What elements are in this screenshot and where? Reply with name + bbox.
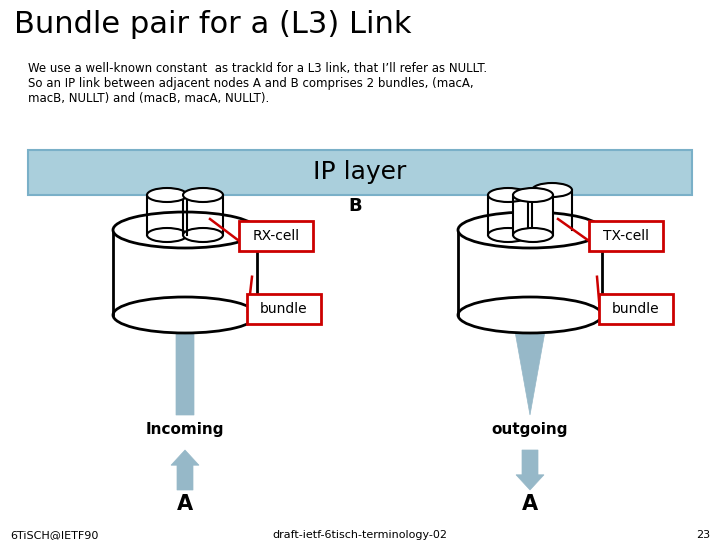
- FancyBboxPatch shape: [239, 221, 313, 251]
- Ellipse shape: [113, 212, 257, 248]
- Polygon shape: [183, 195, 223, 235]
- Ellipse shape: [458, 212, 602, 248]
- Polygon shape: [171, 450, 199, 490]
- Ellipse shape: [513, 228, 553, 242]
- Text: IP layer: IP layer: [313, 160, 407, 185]
- Polygon shape: [515, 195, 545, 415]
- Ellipse shape: [513, 188, 553, 202]
- Ellipse shape: [113, 297, 257, 333]
- Text: bundle: bundle: [260, 302, 308, 316]
- Text: Bundle pair for a (L3) Link: Bundle pair for a (L3) Link: [14, 10, 412, 39]
- Polygon shape: [488, 195, 528, 235]
- Text: TX-cell: TX-cell: [603, 229, 649, 243]
- Ellipse shape: [488, 188, 528, 202]
- Text: macB, NULLT) and (macB, macA, NULLT).: macB, NULLT) and (macB, macA, NULLT).: [28, 92, 269, 105]
- Polygon shape: [513, 195, 553, 235]
- Text: 23: 23: [696, 530, 710, 540]
- Text: RX-cell: RX-cell: [253, 229, 300, 243]
- Ellipse shape: [183, 228, 223, 242]
- Polygon shape: [532, 190, 572, 230]
- FancyBboxPatch shape: [599, 294, 673, 324]
- Text: B: B: [348, 197, 362, 215]
- Polygon shape: [170, 195, 200, 415]
- Ellipse shape: [183, 188, 223, 202]
- Text: bundle: bundle: [612, 302, 660, 316]
- Ellipse shape: [488, 228, 528, 242]
- Ellipse shape: [147, 188, 187, 202]
- Text: 6TiSCH@IETF90: 6TiSCH@IETF90: [10, 530, 99, 540]
- Polygon shape: [458, 230, 602, 315]
- Text: draft-ietf-6tisch-terminology-02: draft-ietf-6tisch-terminology-02: [272, 530, 448, 540]
- Text: We use a well-known constant  as trackId for a L3 link, that I’ll refer as NULLT: We use a well-known constant as trackId …: [28, 62, 487, 75]
- Text: outgoing: outgoing: [492, 422, 568, 437]
- FancyBboxPatch shape: [247, 294, 321, 324]
- Ellipse shape: [532, 183, 572, 197]
- Ellipse shape: [147, 228, 187, 242]
- Polygon shape: [516, 450, 544, 490]
- Polygon shape: [147, 195, 187, 235]
- Text: So an IP link between adjacent nodes A and B comprises 2 bundles, (macA,: So an IP link between adjacent nodes A a…: [28, 77, 474, 90]
- Text: A: A: [177, 494, 193, 514]
- FancyBboxPatch shape: [28, 150, 692, 195]
- Polygon shape: [113, 230, 257, 315]
- Text: Incoming: Incoming: [145, 422, 224, 437]
- Ellipse shape: [458, 297, 602, 333]
- Text: A: A: [522, 494, 538, 514]
- FancyBboxPatch shape: [589, 221, 663, 251]
- Ellipse shape: [532, 223, 572, 237]
